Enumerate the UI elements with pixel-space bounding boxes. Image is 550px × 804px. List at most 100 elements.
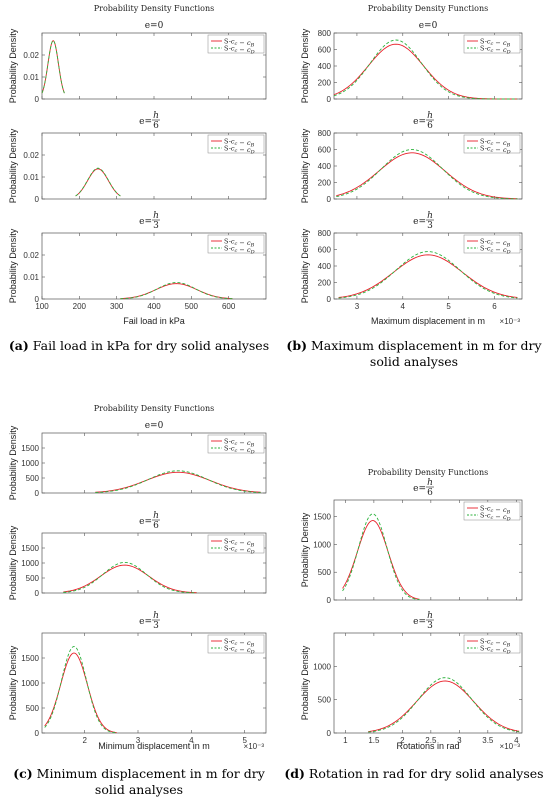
- caption-c-text: Minimum displacement in m for dry solid …: [32, 766, 265, 797]
- series-line-cb: [41, 40, 65, 94]
- x-tick-label: 100: [35, 302, 49, 311]
- x-tick-label: 4: [401, 302, 406, 311]
- panel-a-1: e=0 0 0.01 0.02 Probability Density S-cc − cB…: [8, 21, 267, 104]
- legend: S-cc − cBS-cc − cD: [207, 534, 265, 555]
- x-tick-label: 2.5: [425, 736, 437, 745]
- y-tick-label: 0.01: [23, 273, 39, 282]
- legend-entry-label: S-cc − cD: [224, 444, 255, 455]
- legend-box: [463, 634, 521, 654]
- legend-box: [207, 134, 265, 154]
- legend: S-cc − cBS-cc − cD: [463, 501, 521, 522]
- series-line-cd: [41, 40, 65, 94]
- panel-e-frac-num: h: [153, 111, 159, 121]
- legend-box: [207, 34, 265, 54]
- y-tick-label: 200: [318, 179, 332, 188]
- y-tick-label: 200: [318, 79, 332, 88]
- y-tick-label: 400: [318, 262, 332, 271]
- x-tick-label: 1: [343, 736, 348, 745]
- y-tick-label: 600: [318, 146, 332, 155]
- panel-e-label: e=: [139, 217, 152, 227]
- y-axis-label: Probability Density: [300, 28, 310, 103]
- panel-e-label: e=: [413, 117, 426, 127]
- y-axis-label: Probability Density: [300, 228, 310, 303]
- y-tick-label: 500: [318, 696, 332, 705]
- panel-e-frac-den: 3: [427, 221, 433, 231]
- y-tick-label: 500: [26, 474, 40, 483]
- x-tick-label: 3: [355, 302, 360, 311]
- y-tick-label: 1000: [21, 459, 39, 468]
- panel-e-frac-num: h: [427, 111, 433, 121]
- legend: S-cc − cBS-cc − cD: [207, 234, 265, 255]
- y-tick-label: 800: [318, 229, 332, 238]
- legend-box: [463, 34, 521, 54]
- panel-e-frac-den: 6: [427, 488, 433, 498]
- y-tick-label: 1000: [313, 662, 331, 671]
- panel-e-label: e=: [139, 117, 152, 127]
- chart-title: Probability Density Functions: [368, 468, 488, 477]
- chart-a: Probability Density Functionse=000.010.0…: [8, 4, 267, 326]
- y-tick-label: 1000: [21, 559, 39, 568]
- legend-entry-label: S-cc − cB: [480, 37, 511, 48]
- y-axis-label: Probability Density: [8, 228, 18, 303]
- panel-e-label: e=0: [419, 21, 438, 31]
- legend-entry-label: S-cc − cB: [224, 37, 255, 48]
- panel-e-label: e=: [413, 217, 426, 227]
- y-axis-label: Probability Density: [8, 128, 18, 203]
- legend-entry-label: S-cc − cB: [480, 137, 511, 148]
- panel-e-frac-den: 3: [153, 621, 159, 631]
- panel-a-3: e=h3 0 0.01 0.02 100 200 300 400 500 600 Probabili…: [8, 211, 267, 311]
- legend-entry-label: S-cc − cB: [224, 637, 255, 648]
- y-tick-label: 1500: [21, 444, 39, 453]
- y-tick-label: 0.01: [23, 173, 39, 182]
- panel-a-2: e=h6 0 0.01 0.02 Probability Density S-cc − c…: [8, 111, 267, 204]
- legend-entry-label: S-cc − cB: [480, 504, 511, 515]
- x-axis-label: Fail load in kPa: [123, 316, 185, 326]
- y-tick-label: 800: [318, 129, 332, 138]
- y-tick-label: 600: [318, 246, 332, 255]
- series-line-cb: [342, 520, 420, 600]
- legend: S-cc − cBS-cc − cD: [207, 134, 265, 155]
- panel-e-frac-num: h: [153, 611, 159, 621]
- series-line-cb: [120, 283, 233, 300]
- legend: S-cc − cBS-cc − cD: [207, 34, 265, 55]
- chart-d: Probability Density Functionse=h60500100…: [300, 468, 523, 751]
- y-tick-label: 800: [318, 29, 332, 38]
- panel-b-2: e=h6 0 200 400 600 800 Probability Density S-cc…: [300, 111, 523, 204]
- legend-entry-label: S-cc − cB: [480, 237, 511, 248]
- x-axis-label: Minimum displacement in m: [98, 741, 210, 751]
- y-tick-label: 0: [35, 295, 40, 304]
- y-axis-label: Probability Density: [8, 525, 18, 600]
- y-tick-label: 0: [35, 489, 40, 498]
- series-line-cd: [338, 251, 518, 299]
- panel-e-label: e=: [413, 617, 426, 627]
- y-tick-label: 400: [318, 162, 332, 171]
- panel-e-frac-den: 3: [153, 221, 159, 231]
- panel-e-label: e=0: [145, 21, 164, 31]
- series-line-cb: [336, 152, 518, 200]
- y-axis-label: Probability Density: [8, 425, 18, 500]
- legend-box: [207, 534, 265, 554]
- y-axis-label: Probability Density: [300, 512, 310, 587]
- caption-c: (c) Minimum displacement in m for dry so…: [8, 766, 270, 798]
- legend-entry-label: S-cc − cD: [480, 144, 511, 155]
- chart-b: Probability Density Functionse=002004006…: [300, 4, 523, 326]
- y-tick-label: 0: [327, 729, 332, 738]
- series-line-cb: [368, 680, 520, 733]
- x-tick-label: 300: [110, 302, 124, 311]
- x-tick-label: 500: [185, 302, 199, 311]
- panel-e-label: e=0: [145, 421, 164, 431]
- panel-axes-box: [333, 499, 523, 601]
- y-tick-label: 0: [35, 589, 40, 598]
- series-line-cd: [95, 470, 261, 493]
- y-tick-label: 500: [26, 704, 40, 713]
- chart-title: Probability Density Functions: [368, 4, 488, 13]
- caption-d-label: (d): [284, 766, 305, 781]
- series-line-cb: [95, 471, 261, 493]
- chart-title: Probability Density Functions: [94, 404, 214, 413]
- y-tick-label: 1500: [313, 513, 331, 522]
